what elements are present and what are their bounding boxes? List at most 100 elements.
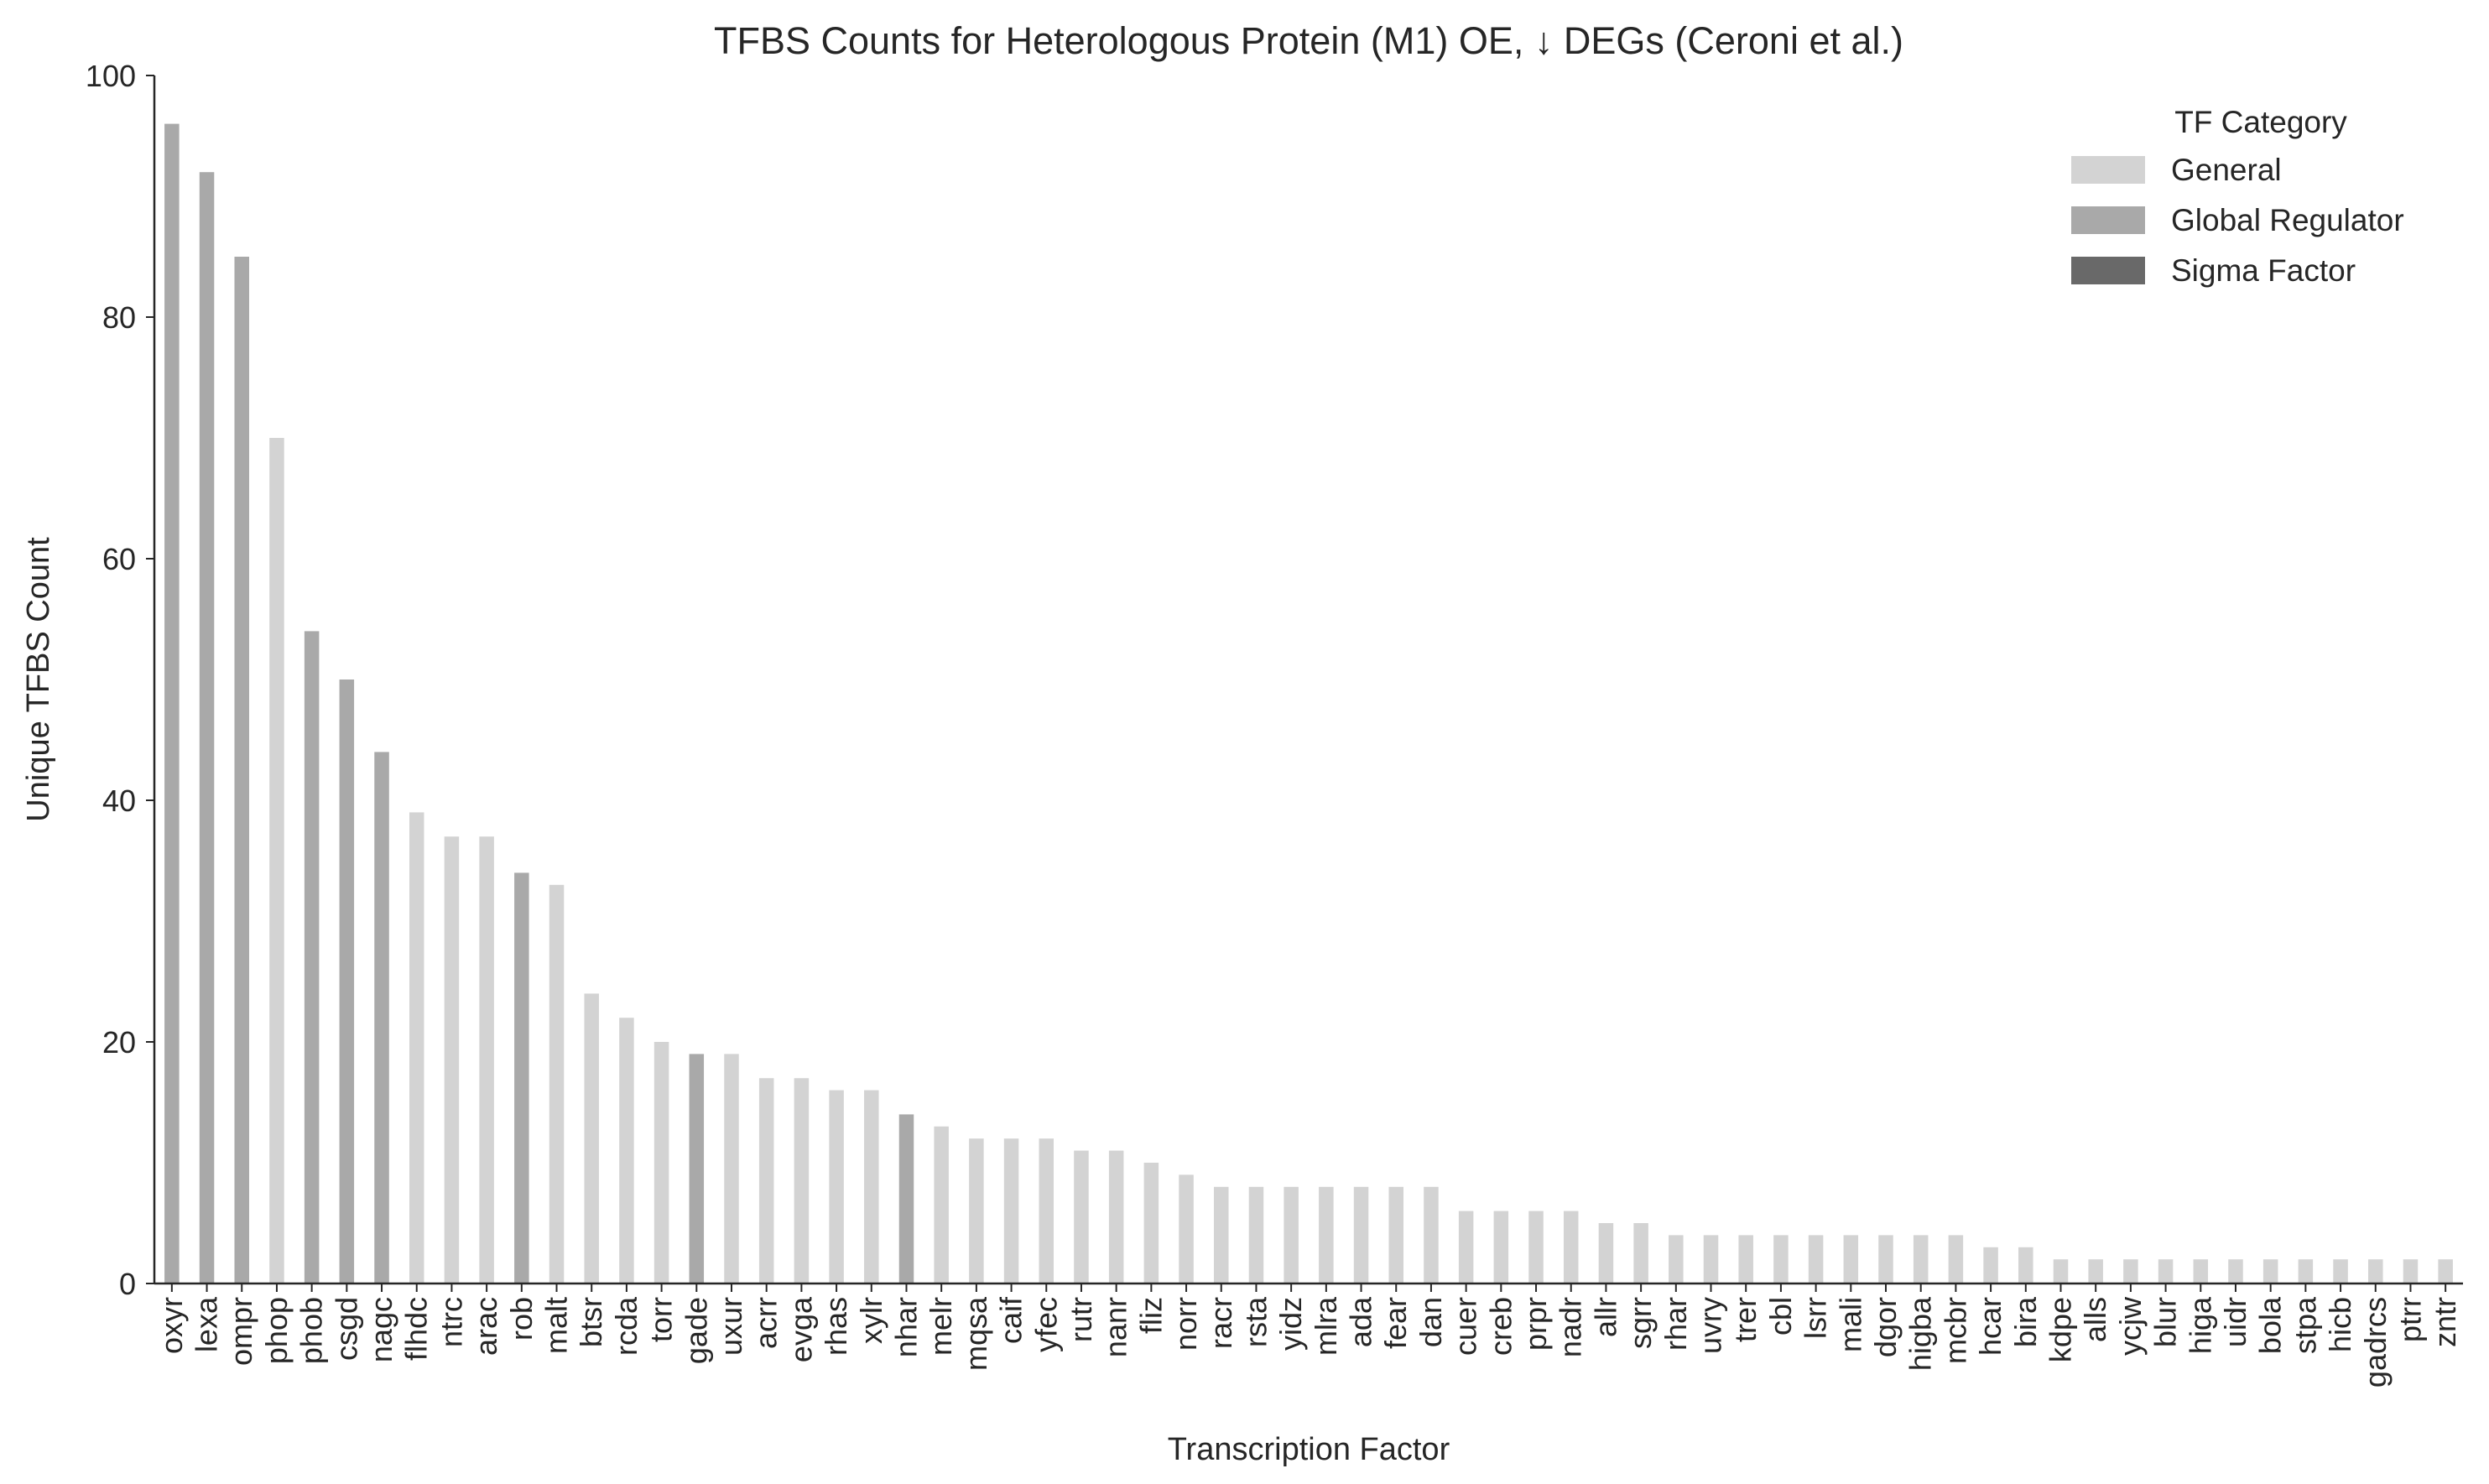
bar-sgrr xyxy=(1633,1223,1648,1284)
x-tick-label: arac xyxy=(469,1297,503,1356)
x-tick-label: bola xyxy=(2253,1296,2288,1354)
bar-rsta xyxy=(1248,1186,1264,1284)
x-tick-label: higba xyxy=(1903,1296,1938,1371)
chart-title: TFBS Counts for Heterologous Protein (M1… xyxy=(714,19,1903,62)
bar-kdpe xyxy=(2053,1259,2069,1284)
bars-group xyxy=(164,123,2453,1284)
x-tick-label: allr xyxy=(1588,1297,1622,1337)
x-tick-label: ycjw xyxy=(2113,1296,2148,1356)
bar-hcar xyxy=(1983,1247,1998,1284)
x-tick-label: sgrr xyxy=(1623,1297,1658,1349)
x-tick-label: torr xyxy=(644,1297,679,1342)
bar-rhas xyxy=(829,1090,844,1284)
x-tick-label: xylr xyxy=(854,1297,888,1344)
x-tick-label: btsr xyxy=(574,1297,608,1347)
bar-caif xyxy=(1003,1138,1019,1284)
bar-blur xyxy=(2158,1259,2174,1284)
bar-rob xyxy=(514,872,529,1284)
bar-lsrr xyxy=(1808,1235,1824,1284)
bar-gadrcs xyxy=(2368,1259,2383,1284)
x-tick-label: fear xyxy=(1378,1297,1413,1349)
bar-higa xyxy=(2193,1259,2209,1284)
bar-creb xyxy=(1493,1211,1509,1284)
bar-ada xyxy=(1353,1186,1369,1284)
bar-oxyr xyxy=(164,123,180,1284)
bar-nanr xyxy=(1108,1150,1124,1284)
x-tick-label: higa xyxy=(2183,1296,2217,1354)
bar-uxur xyxy=(724,1054,739,1284)
x-tick-label: rhar xyxy=(1658,1297,1693,1351)
bar-mali xyxy=(1843,1235,1859,1284)
x-tick-label: nadr xyxy=(1554,1297,1588,1357)
x-tick-label: fliz xyxy=(1133,1297,1168,1334)
bar-phob xyxy=(304,631,320,1284)
bar-ycjw xyxy=(2123,1259,2138,1284)
x-tick-label: dgor xyxy=(1868,1297,1903,1357)
x-tick-label: norr xyxy=(1169,1297,1203,1351)
x-tick-label: csgd xyxy=(329,1297,363,1361)
x-tick-label: mqsa xyxy=(959,1296,993,1371)
bar-trer xyxy=(1738,1235,1753,1284)
bar-phop xyxy=(269,438,284,1284)
legend-items: General Global Regulator Sigma Factor xyxy=(2071,153,2404,288)
bar-evga xyxy=(794,1078,810,1284)
x-tick-label: racr xyxy=(1204,1297,1238,1349)
bar-mcbr xyxy=(1948,1235,1964,1284)
x-tick-label: gadrcs xyxy=(2358,1297,2393,1388)
x-tick-label: bira xyxy=(2008,1296,2043,1347)
bar-acrr xyxy=(758,1078,774,1284)
x-tick-label: rob xyxy=(504,1297,539,1341)
y-tick-label: 40 xyxy=(102,784,136,818)
bar-higba xyxy=(1913,1235,1929,1284)
x-tick-label: cuer xyxy=(1449,1297,1483,1356)
x-tick-label: hcar xyxy=(1973,1297,2007,1356)
x-tick-label: rutr xyxy=(1064,1297,1098,1342)
x-tick-label: phob xyxy=(294,1297,329,1364)
x-tick-label: trer xyxy=(1728,1297,1763,1342)
x-tick-label: blur xyxy=(2148,1297,2183,1347)
x-tick-label: nhar xyxy=(888,1297,923,1357)
x-tick-label: dan xyxy=(1414,1297,1448,1347)
bar-ntrc xyxy=(444,836,460,1284)
bar-melr xyxy=(934,1126,949,1284)
bar-nhar xyxy=(898,1114,914,1284)
x-tick-label: acrr xyxy=(749,1297,784,1349)
x-tick-label: yfec xyxy=(1028,1297,1063,1352)
x-tick-label: zntr xyxy=(2428,1297,2462,1347)
x-axis-title: Transcription Factor xyxy=(1168,1432,1450,1467)
bar-rcda xyxy=(619,1018,634,1284)
y-tick-label: 80 xyxy=(102,300,136,335)
bar-uvry xyxy=(1703,1235,1719,1284)
x-tick-label: mlra xyxy=(1309,1296,1343,1356)
bar-rutr xyxy=(1074,1150,1089,1284)
x-tick-label: flhdc xyxy=(399,1297,434,1361)
bar-racr xyxy=(1214,1186,1229,1284)
bar-zntr xyxy=(2438,1259,2453,1284)
bar-arac xyxy=(479,836,494,1284)
bar-dan xyxy=(1424,1186,1439,1284)
x-tick-label: uvry xyxy=(1694,1297,1728,1354)
x-tick-label: creb xyxy=(1483,1297,1518,1356)
x-tick-label: rhas xyxy=(819,1297,853,1356)
legend-swatch xyxy=(2071,206,2145,234)
bar-nadr xyxy=(1563,1211,1579,1284)
bar-malt xyxy=(549,884,565,1284)
bar-prpr xyxy=(1528,1211,1544,1284)
x-tick-label: ada xyxy=(1344,1296,1378,1347)
bar-bira xyxy=(2018,1247,2033,1284)
bar-bola xyxy=(2262,1259,2278,1284)
bar-allr xyxy=(1598,1223,1614,1284)
x-tick-label: yidz xyxy=(1273,1297,1308,1351)
x-tick-label: caif xyxy=(994,1296,1028,1344)
legend-label: Sigma Factor xyxy=(2171,253,2356,288)
legend-label: General xyxy=(2171,153,2282,187)
bar-ptrr xyxy=(2403,1259,2419,1284)
y-axis-title: Unique TFBS Count xyxy=(21,537,56,822)
bar-cbl xyxy=(1773,1235,1789,1284)
x-tick-label: ompr xyxy=(224,1297,258,1366)
bar-csgd xyxy=(339,680,355,1284)
x-tick-label: lexa xyxy=(190,1296,224,1352)
bar-ompr xyxy=(234,257,249,1284)
bar-xylr xyxy=(864,1090,879,1284)
